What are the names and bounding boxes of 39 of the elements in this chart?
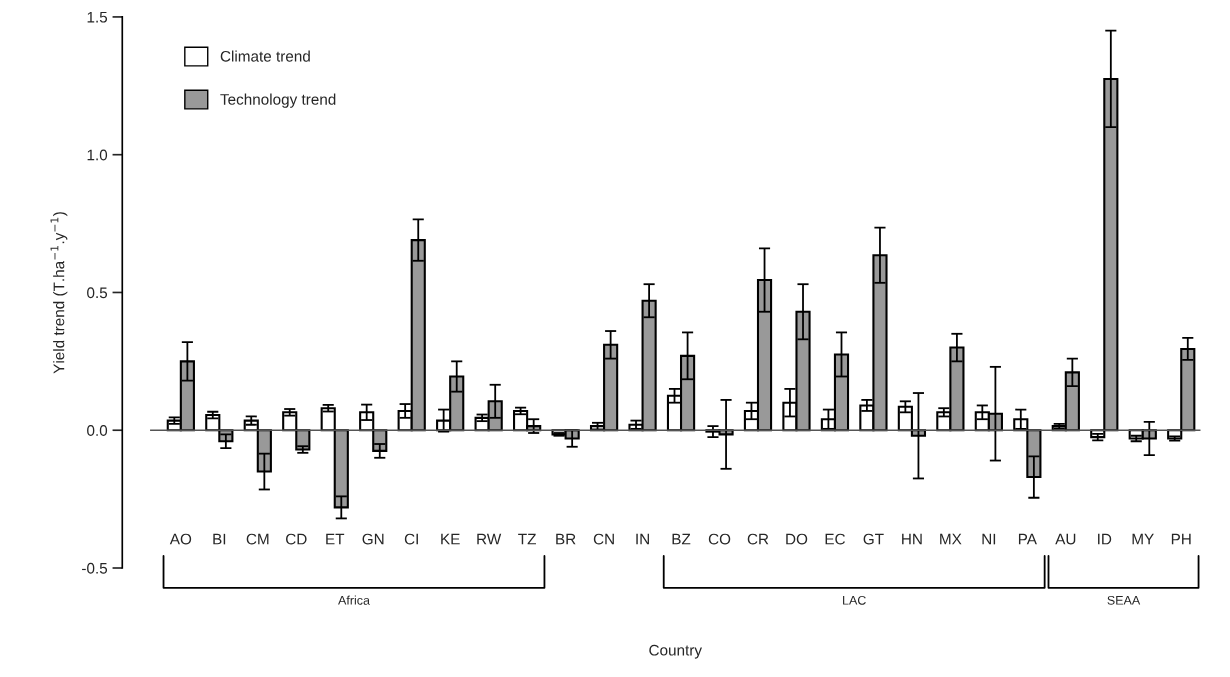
x-tick-label: GN — [362, 533, 384, 545]
x-tick-label: ID — [1098, 533, 1112, 545]
x-tick-label: RW — [477, 533, 502, 545]
x-tick-label: ET — [326, 533, 345, 545]
x-tick-label: BI — [213, 533, 226, 545]
x-tick-label: CI — [404, 533, 418, 545]
text: Africa — [338, 595, 370, 605]
x-axis-title: Country — [649, 644, 702, 659]
text: LAC — [843, 595, 866, 605]
x-tick-label: CM — [246, 533, 269, 545]
x-tick-label: BR — [556, 533, 576, 545]
y-tick-label: 0.5 — [87, 287, 108, 299]
y-axis-title: Yield trend (T.ha$^{−1}$.y$^{−1}$) — [50, 212, 68, 374]
x-tick-label: TZ — [518, 533, 536, 545]
x-tick-label: PA — [1018, 533, 1037, 545]
x-tick-label: KE — [441, 533, 460, 545]
x-tick-label: PH — [1171, 533, 1191, 545]
y-tick-label: 0.0 — [87, 425, 108, 436]
x-tick-label: CO — [708, 533, 731, 545]
x-tick-label: DO — [786, 533, 808, 545]
y-tick-label: -0.5 — [82, 562, 108, 574]
x-tick-label: AU — [1055, 533, 1076, 545]
y-tick-label: 1.5 — [87, 11, 108, 23]
x-tick-label: HN — [902, 533, 922, 545]
x-tick-label: CR — [747, 533, 769, 545]
x-tick-label: IN — [636, 533, 649, 545]
y-tick-label: 1.0 — [87, 149, 108, 161]
legend-label: Technology trend — [220, 93, 336, 108]
x-tick-label: CD — [286, 533, 307, 545]
x-tick-label: CN — [593, 533, 614, 545]
x-tick-label: NI — [982, 533, 996, 545]
x-tick-label: GT — [863, 533, 884, 545]
x-tick-label: EC — [825, 533, 845, 545]
x-tick-label: AO — [169, 533, 192, 545]
legend-label: Climate trend — [220, 50, 310, 62]
x-tick-label: MX — [940, 533, 962, 545]
text: SEAA — [1107, 595, 1141, 605]
x-tick-label: BZ — [672, 533, 691, 545]
x-tick-label: MY — [1132, 533, 1154, 545]
